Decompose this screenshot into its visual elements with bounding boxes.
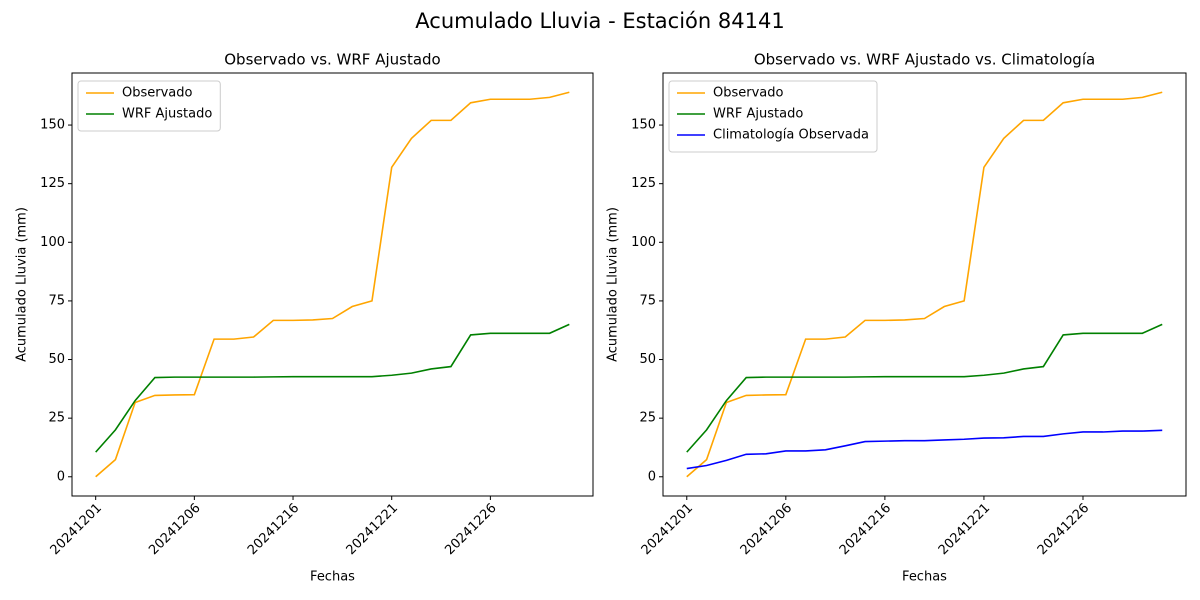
y-axis-label: Acumulado Lluvia (mm) bbox=[606, 207, 621, 362]
x-tick-label: 20241216 bbox=[245, 501, 302, 558]
y-tick-label: 75 bbox=[48, 293, 65, 308]
y-tick-label: 0 bbox=[648, 469, 656, 484]
chart-title: Observado vs. WRF Ajustado vs. Climatolo… bbox=[754, 51, 1095, 69]
x-axis-label: Fechas bbox=[310, 570, 355, 585]
x-tick-label: 20241206 bbox=[738, 501, 795, 558]
figure-title: Acumulado Lluvia - Estación 84141 bbox=[415, 9, 784, 33]
legend: Observado WRF Ajustado Climatología Observ… bbox=[668, 80, 878, 153]
y-tick-label: 50 bbox=[48, 352, 65, 367]
y-tick-label: 0 bbox=[57, 469, 65, 484]
legend-label: WRF Ajustado bbox=[713, 107, 803, 122]
y-axis-label: Acumulado Lluvia (mm) bbox=[15, 207, 30, 362]
y-tick-label: 125 bbox=[631, 176, 656, 191]
x-tick-label: 20241226 bbox=[1035, 501, 1092, 558]
legend-label: WRF Ajustado bbox=[122, 107, 212, 122]
legend-box bbox=[668, 80, 878, 153]
axes-frame bbox=[662, 72, 1187, 497]
chart-title: Observado vs. WRF Ajustado bbox=[224, 51, 440, 69]
data-line bbox=[686, 429, 1163, 470]
y-tick-label: 125 bbox=[40, 176, 65, 191]
data-line bbox=[95, 323, 570, 453]
x-tick-label: 20241221 bbox=[344, 501, 401, 558]
plot-area bbox=[72, 73, 593, 496]
data-line bbox=[95, 91, 570, 478]
y-tick-label: 75 bbox=[639, 293, 656, 308]
x-tick-label: 20241201 bbox=[48, 501, 105, 558]
axes-frame bbox=[71, 72, 594, 497]
y-tick-label: 100 bbox=[40, 235, 65, 250]
legend: Observado WRF Ajustado bbox=[77, 80, 221, 132]
x-tick-label: 20241221 bbox=[936, 501, 993, 558]
legend-label: Observado bbox=[122, 86, 193, 101]
x-tick-label: 20241201 bbox=[639, 501, 696, 558]
y-tick-label: 25 bbox=[639, 411, 656, 426]
y-tick-label: 100 bbox=[631, 235, 656, 250]
x-axis-label: Fechas bbox=[902, 570, 947, 585]
x-tick-label: 20241226 bbox=[442, 501, 499, 558]
y-tick-label: 150 bbox=[40, 118, 65, 133]
legend-label: Climatología Observada bbox=[713, 128, 869, 143]
y-tick-label: 50 bbox=[639, 352, 656, 367]
y-tick-label: 25 bbox=[48, 411, 65, 426]
data-line bbox=[686, 91, 1163, 478]
legend-label: Observado bbox=[713, 86, 784, 101]
data-line bbox=[686, 323, 1163, 453]
y-tick-label: 150 bbox=[631, 118, 656, 133]
x-tick-label: 20241216 bbox=[837, 501, 894, 558]
x-tick-label: 20241206 bbox=[146, 501, 203, 558]
